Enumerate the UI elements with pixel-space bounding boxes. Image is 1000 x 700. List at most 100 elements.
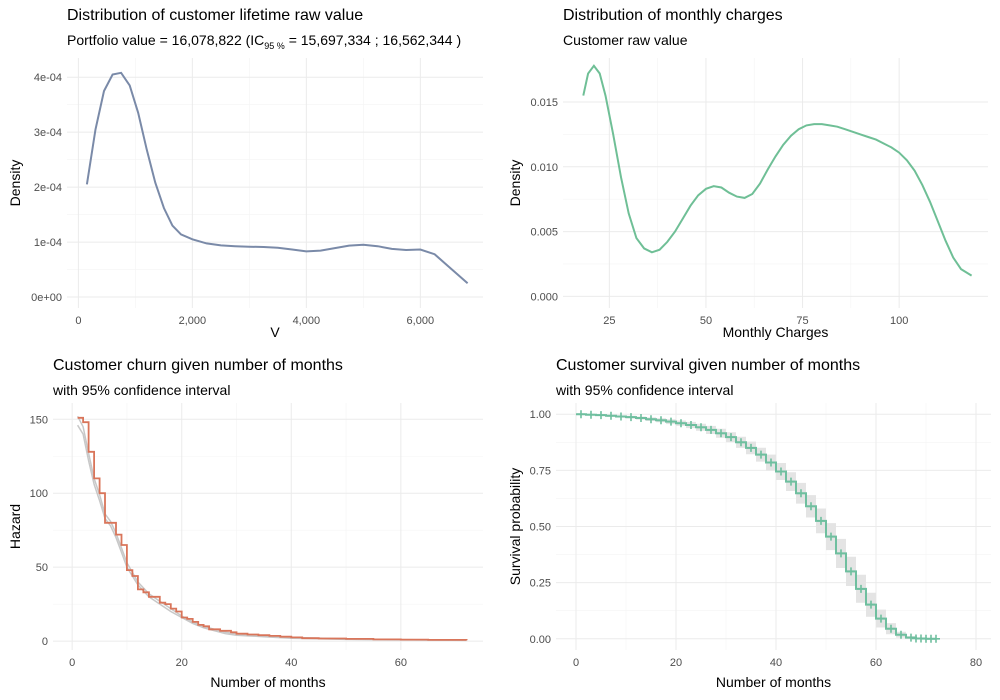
censor-mark [827,532,835,541]
censor-mark [847,567,855,576]
x-tick-label: 4,000 [293,315,321,327]
panel-survival: Customer survival given number of months… [500,350,1000,700]
censor-mark [597,411,605,420]
y-tick-label: 0.005 [530,227,558,239]
panel-churn-hazard: Customer churn given number of months wi… [0,350,500,700]
censor-mark [717,429,725,438]
y-tick-label: 0 [42,636,48,648]
y-axis-title: Density [507,160,523,207]
censor-mark [777,467,785,476]
chart-title: Customer churn given number of months [53,357,343,374]
censor-marks [577,410,940,643]
censor-mark [647,415,655,424]
x-tick-label: 0 [75,315,81,327]
censor-mark [887,624,895,633]
chart-title: Distribution of monthly charges [563,7,783,24]
hazard-step-line [77,416,468,641]
x-tick-label: 100 [890,315,908,327]
y-tick-label: 0.000 [530,291,558,303]
density-line-monthly-charges [582,64,973,277]
x-tick-label: 75 [796,315,808,327]
survival-plot: 0 20 40 60 80 0.00 0.25 0.50 0.75 1.00 Number of m… [507,403,991,690]
censor-mark [747,443,755,452]
gridlines [67,58,483,308]
density-plot-monthly-charges: 25 50 75 100 0.000 0.005 0.010 0.015 Monthly Cha… [507,58,988,340]
censor-mark [637,414,645,422]
censor-mark [687,421,695,429]
censor-mark [797,489,805,498]
y-tick-label: 0.00 [530,634,551,646]
y-tick-label: 100 [30,488,48,500]
censor-mark [767,458,775,467]
y-tick-label: 2e-04 [34,182,62,194]
censor-mark [627,413,635,422]
chart-subtitle: Customer raw value [563,32,688,48]
censor-mark [817,516,825,525]
censor-mark [607,411,615,420]
x-tick-label: 20 [176,657,188,669]
x-tick-label: 2,000 [179,315,207,327]
x-tick-label: 0 [69,657,75,669]
censor-mark [867,600,875,609]
censor-mark [787,477,795,486]
censor-mark [807,502,815,511]
x-tick-label: 0 [573,657,579,669]
y-tick-label: 3e-04 [34,127,62,139]
x-tick-label: 25 [603,315,615,327]
censor-mark [727,433,735,442]
censor-mark [757,450,765,459]
y-tick-label: 4e-04 [34,72,62,84]
x-axis-title: V [270,324,280,340]
y-tick-label: 0e+00 [31,292,62,304]
panel-lifetime-value: Distribution of customer lifetime raw va… [0,0,500,350]
censor-mark [617,412,625,421]
censor-mark [897,630,905,639]
x-tick-label: 60 [395,657,407,669]
subtitle-text: Portfolio value = 16,078,822 (IC [67,32,265,48]
chart-subtitle: Portfolio value = 16,078,822 (IC95 % = 1… [67,32,461,51]
y-tick-label: 0.50 [530,522,551,534]
censor-mark [697,423,705,432]
x-tick-label: 60 [870,657,882,669]
x-tick-label: 40 [285,657,297,669]
censor-mark [577,410,585,419]
x-tick-label: 20 [670,657,682,669]
x-axis-title: Number of months [716,674,831,690]
censor-mark [737,438,745,447]
censor-mark [677,419,685,428]
x-tick-label: 50 [700,315,712,327]
censor-mark [707,425,715,434]
y-axis-title: Density [7,160,23,207]
chart-title: Customer survival given number of months [556,357,861,374]
y-tick-label: 0.25 [530,578,551,590]
censor-mark [667,417,675,426]
y-tick-label: 50 [36,562,48,574]
subtitle-interval: = 15,697,334 ; 16,562,344 ) [284,32,462,48]
censor-mark [657,416,665,425]
hazard-ci-lower-line [76,424,467,642]
survival-step-line [576,413,936,640]
x-axis-title: Monthly Charges [723,324,829,340]
chart-subtitle: with 95% confidence interval [53,382,231,398]
x-tick-label: 80 [970,657,982,669]
censor-mark [857,584,865,593]
subtitle-subscript: 95 % [264,40,285,51]
gridlines [53,403,483,650]
y-tick-label: 1.00 [530,409,551,421]
density-plot-lifetime-value: 0 2,000 4,000 6,000 0e+00 1e-04 2e-04 3e-04 4e-0… [7,58,483,340]
censor-mark [877,614,885,623]
y-axis-title: Hazard [7,504,23,549]
censor-mark [907,633,915,642]
y-tick-label: 0.010 [530,162,558,174]
density-line-lifetime-value [85,71,469,285]
censor-mark [932,634,940,643]
hazard-ci-upper-line [76,415,467,641]
chart-subtitle: with 95% confidence interval [556,382,734,398]
gridlines [563,58,988,308]
x-axis-title: Number of months [210,674,325,690]
panel-monthly-charges: Distribution of monthly charges Customer… [500,0,1000,350]
hazard-plot: 0 20 40 60 0 50 100 150 Number of months Hazard [7,403,483,690]
censor-mark [837,549,845,558]
y-tick-label: 150 [30,414,48,426]
